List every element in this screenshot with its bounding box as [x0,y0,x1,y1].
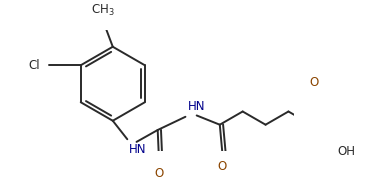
Text: HN: HN [129,143,147,156]
Text: OH: OH [338,144,356,158]
Text: CH$_3$: CH$_3$ [91,3,115,18]
Text: O: O [154,167,163,180]
Text: O: O [309,76,319,89]
Text: HN: HN [187,100,205,113]
Text: Cl: Cl [28,59,40,72]
Text: O: O [218,160,227,173]
